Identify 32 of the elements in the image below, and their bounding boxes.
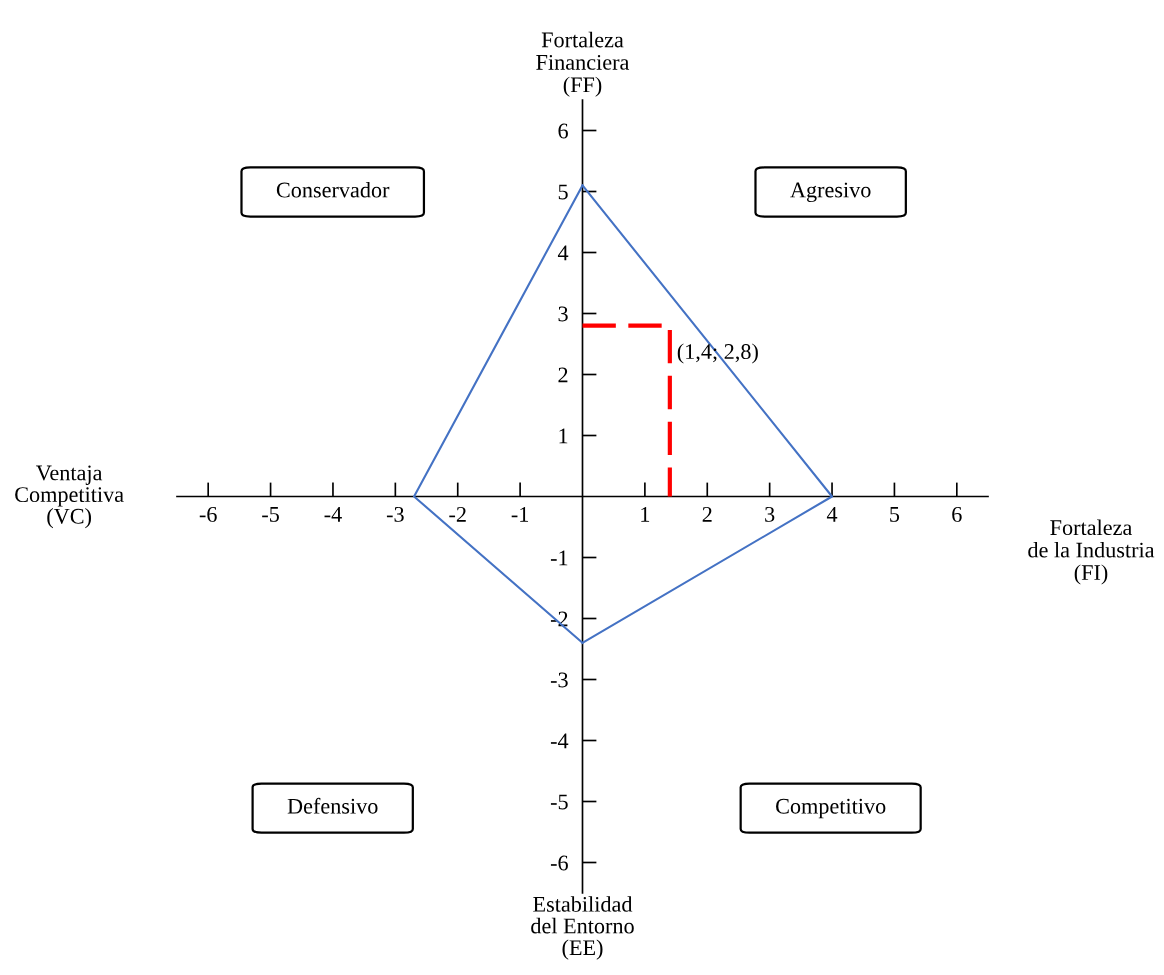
y-tick-label: 6: [558, 123, 568, 139]
y-tick-label: -3: [550, 672, 568, 688]
text: Ventaja Competitiva (VC): [15, 465, 124, 529]
annotation: (1,4; 2,8): [677, 343, 758, 364]
annotation: Agresivo: [790, 182, 871, 203]
x-axis-title: Fortaleza de la Industria (FI): [1028, 519, 1155, 585]
x-tick-label: 1: [641, 506, 650, 522]
y-axis-title: Fortaleza Financiera (FF): [536, 31, 630, 97]
x-tick-label: -3: [386, 506, 404, 522]
y-tick-label: 2: [558, 367, 568, 383]
annotation: Defensivo: [287, 797, 378, 814]
x-tick-label: -6: [199, 506, 217, 522]
x-tick-label: 6: [952, 506, 962, 522]
annotation: Conservador: [276, 181, 390, 198]
y-tick-label: 1: [559, 428, 568, 444]
text: Estabilidad del Entorno (EE): [531, 896, 634, 960]
x-tick-label: -2: [449, 506, 466, 522]
x-tick-label: -1: [511, 506, 529, 522]
y-tick-label: -4: [550, 733, 569, 749]
x-tick-label: 2: [702, 506, 712, 522]
y-tick-label: -1: [550, 550, 568, 566]
x-tick-label: -4: [324, 507, 342, 522]
x-tick-label: 5: [890, 507, 900, 522]
y-tick-label: -6: [550, 855, 568, 871]
annotation: Competitivo: [776, 798, 886, 819]
y-tick-label: 4: [557, 245, 569, 261]
x-tick-label: 3: [765, 506, 775, 522]
y-tick-label: 3: [558, 306, 568, 322]
x-tick-label: -5: [262, 507, 279, 522]
x-tick-label: 4: [826, 507, 838, 522]
y-tick-label: -5: [550, 794, 568, 810]
y-tick-label: 5: [558, 184, 568, 200]
